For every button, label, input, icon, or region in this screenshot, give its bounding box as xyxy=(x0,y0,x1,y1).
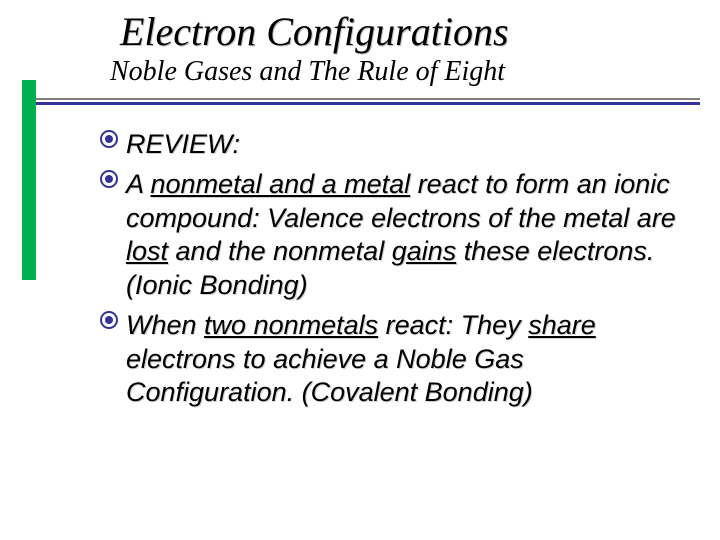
bullet-icon xyxy=(100,170,118,188)
text-run: react: They xyxy=(378,310,528,340)
divider-rule xyxy=(36,98,700,106)
text-run: When xyxy=(126,310,204,340)
slide-subtitle: Noble Gases and The Rule of Eight xyxy=(110,56,505,88)
slide-title: Electron Configurations xyxy=(120,8,509,55)
text-run: A xyxy=(126,169,151,199)
text-run: gains xyxy=(392,236,457,266)
text-run: lost xyxy=(126,236,168,266)
slide: Electron Configurations Noble Gases and … xyxy=(0,0,720,540)
text-run: and the nonmetal xyxy=(168,236,392,266)
bullet-item: REVIEW: xyxy=(100,128,690,162)
text-run: REVIEW: xyxy=(126,129,240,159)
accent-bar xyxy=(22,80,36,280)
bullet-item: A nonmetal and a metal react to form an … xyxy=(100,168,690,303)
text-run: electrons to achieve a Noble Gas Configu… xyxy=(126,344,533,408)
bullet-item: When two nonmetals react: They share ele… xyxy=(100,309,690,410)
body-text: REVIEW: A nonmetal and a metal react to f… xyxy=(100,128,690,416)
text-run: two nonmetals xyxy=(204,310,378,340)
bullet-icon xyxy=(100,130,118,148)
text-run: share xyxy=(528,310,596,340)
text-run: nonmetal and a metal xyxy=(151,169,411,199)
bullet-icon xyxy=(100,311,118,329)
